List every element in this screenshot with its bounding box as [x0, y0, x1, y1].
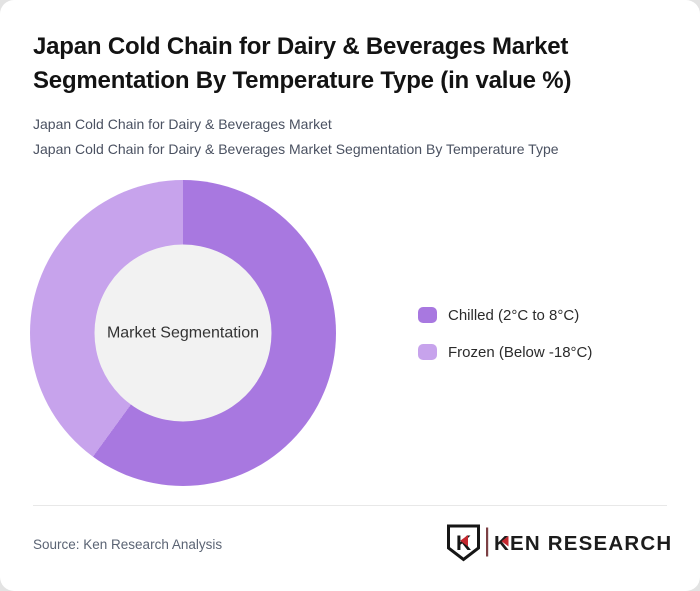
subtitle-line-2: Japan Cold Chain for Dairy & Beverages M… — [33, 141, 559, 157]
legend-label-chilled: Chilled (2°C to 8°C) — [448, 306, 580, 324]
footer-divider — [33, 505, 667, 506]
chart-subtitles: Japan Cold Chain for Dairy & Beverages M… — [33, 112, 670, 162]
logo-shield-red-triangle-icon — [460, 535, 468, 547]
donut-chart: Market Segmentation — [30, 180, 336, 486]
donut-center-label: Market Segmentation — [94, 244, 272, 422]
logo-wordmark-red-triangle-icon — [501, 536, 509, 547]
legend-swatch-frozen — [418, 344, 437, 360]
logo-shield-icon: K — [447, 524, 480, 562]
legend-label-frozen: Frozen (Below -18°C) — [448, 343, 593, 361]
source-note: Source: Ken Research Analysis — [33, 537, 223, 552]
legend-swatch-chilled — [418, 307, 437, 323]
subtitle-line-1: Japan Cold Chain for Dairy & Beverages M… — [33, 116, 332, 132]
page-title: Japan Cold Chain for Dairy & Beverages M… — [33, 33, 572, 94]
legend-item-frozen: Frozen (Below -18°C) — [418, 343, 593, 361]
logo-shield-monogram: K — [456, 532, 471, 555]
chart-legend: Chilled (2°C to 8°C) Frozen (Below -18°C… — [418, 307, 592, 381]
ken-research-logo: K KEN RESEARCH — [447, 524, 670, 562]
logo-wordmark: KEN RESEARCH — [494, 532, 670, 555]
legend-item-chilled: Chilled (2°C to 8°C) — [418, 306, 592, 324]
logo-separator — [486, 527, 489, 557]
